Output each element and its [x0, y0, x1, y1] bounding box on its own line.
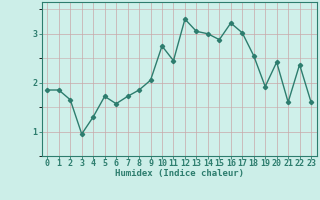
X-axis label: Humidex (Indice chaleur): Humidex (Indice chaleur) — [115, 169, 244, 178]
